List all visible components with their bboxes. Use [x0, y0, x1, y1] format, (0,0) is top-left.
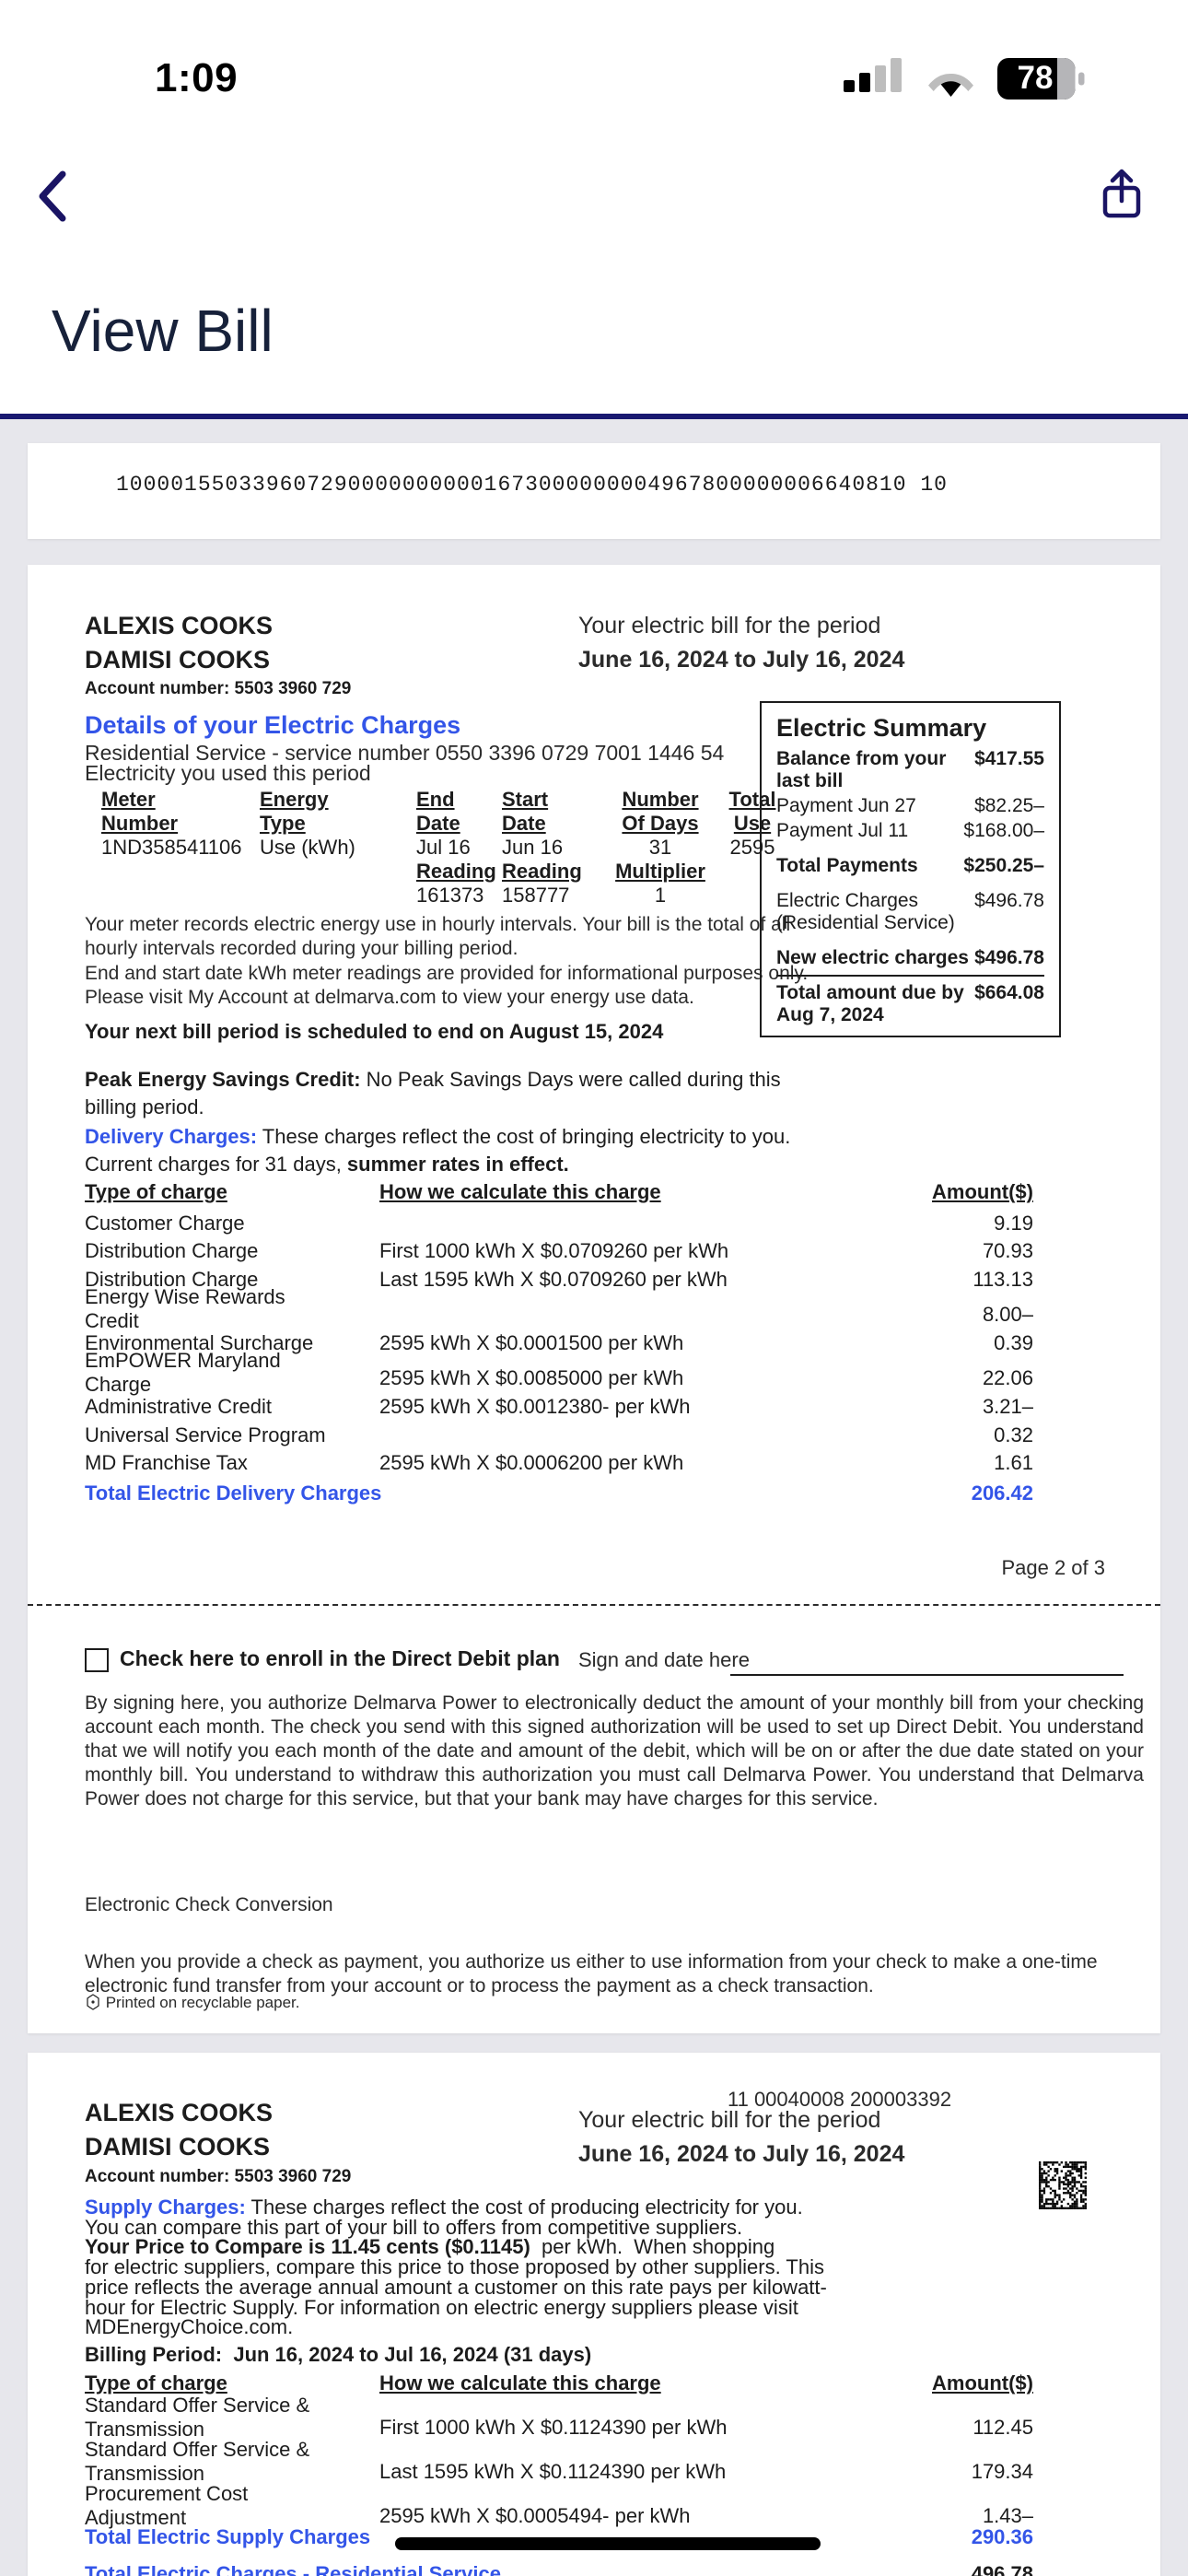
svg-text:78: 78: [1018, 60, 1054, 96]
